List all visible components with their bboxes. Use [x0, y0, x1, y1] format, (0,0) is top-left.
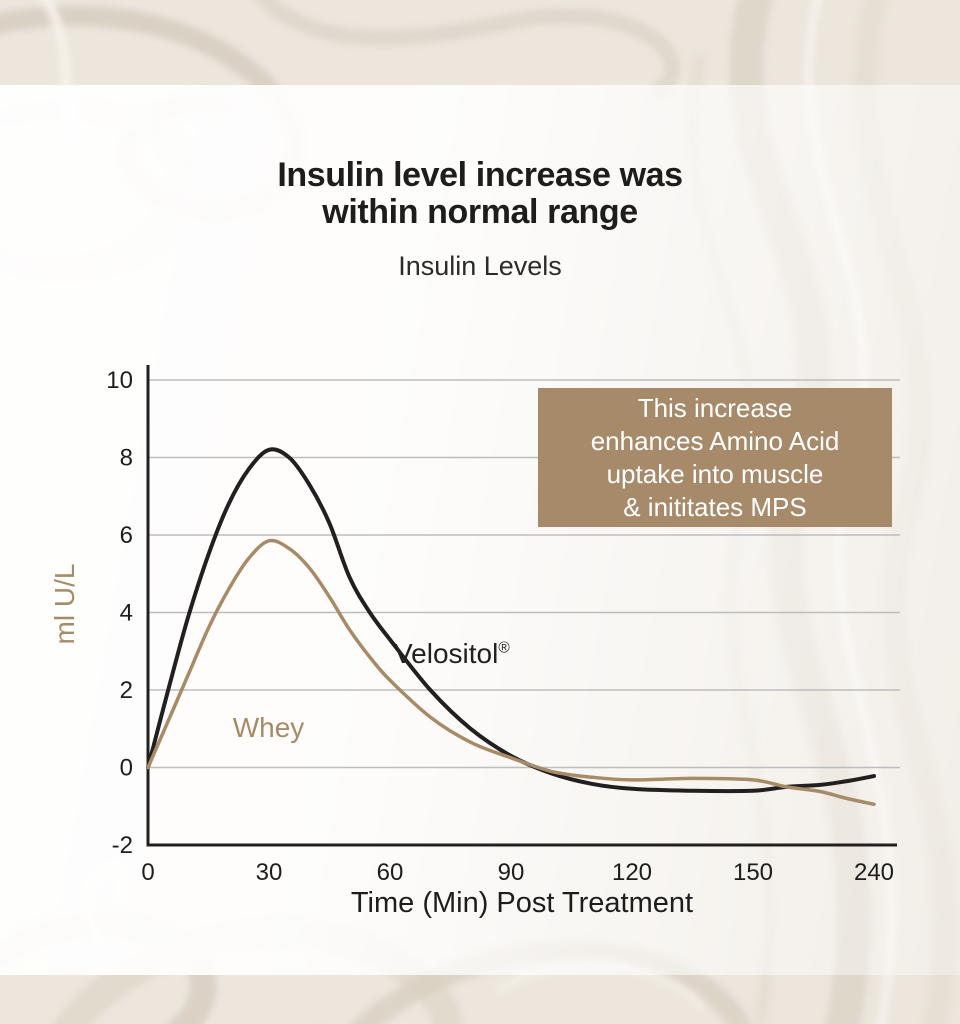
callout-line-3: uptake into muscle [606, 458, 824, 489]
x-tick-label-60: 60 [377, 859, 404, 886]
series-curve-whey [146, 538, 876, 807]
registered-mark: ® [498, 639, 510, 657]
callout-line-2: enhances Amino Acid [590, 425, 840, 456]
y-tick-label--2: -2 [112, 832, 133, 859]
page-title: Insulin level increase was within normal… [0, 157, 960, 231]
y-tick-label-6: 6 [120, 522, 133, 549]
x-tick-label-120: 120 [612, 859, 652, 886]
series-label-whey: Whey [233, 712, 305, 744]
x-axis-title: Time (Min) Post Treatment [351, 887, 693, 919]
x-tick-label-240: 240 [854, 859, 894, 886]
y-tick-label-8: 8 [120, 445, 133, 472]
callout-line-1: This increase [637, 392, 793, 423]
page-title-line1: Insulin level increase was [277, 156, 683, 194]
whey-label-text: Whey [232, 712, 305, 744]
y-tick-label-2: 2 [120, 677, 133, 704]
velositol-label-text: Velositol [394, 637, 499, 669]
y-tick-label-10: 10 [106, 367, 133, 394]
content-panel [0, 85, 960, 975]
series-curve-velositol [146, 447, 876, 794]
x-tick-label-150: 150 [733, 859, 773, 886]
callout-box: This increase enhances Amino Acid uptake… [538, 388, 892, 527]
x-tick-label-30: 30 [256, 859, 283, 886]
x-tick-label-0: 0 [141, 859, 154, 886]
page-title-line2: within normal range [322, 193, 638, 231]
y-axis-title: ml U/L [49, 564, 80, 645]
y-tick-label-0: 0 [120, 755, 133, 782]
x-tick-label-90: 90 [498, 859, 525, 886]
y-tick-label-4: 4 [120, 600, 133, 627]
chart-title: Insulin Levels [398, 251, 562, 281]
series-label-velositol: Velositol® [394, 638, 510, 670]
callout-line-4: & inititates MPS [623, 491, 807, 522]
